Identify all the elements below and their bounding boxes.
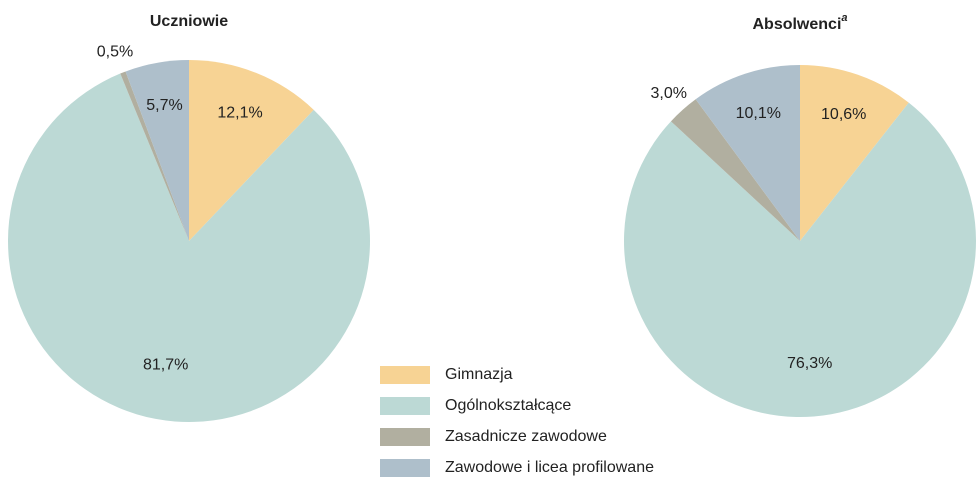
data-label: 81,7%	[143, 357, 188, 374]
legend-swatch	[380, 428, 430, 446]
legend-label: Zasadnicze zawodowe	[445, 428, 607, 445]
data-label: 10,6%	[821, 106, 866, 123]
data-label: 10,1%	[736, 105, 781, 122]
legend-label: Ogólnokształcące	[445, 397, 571, 414]
legend-swatch	[380, 366, 430, 384]
legend-label: Gimnazja	[445, 366, 513, 383]
pie-slice	[670, 99, 800, 242]
title-note: a	[841, 12, 847, 24]
pie-slice	[624, 102, 976, 418]
pie-slice	[8, 73, 371, 422]
chart-title-text: Uczniowie	[150, 13, 228, 30]
pie-slice	[695, 65, 800, 241]
legend-swatch	[380, 459, 430, 477]
pie-slice	[189, 60, 314, 241]
chart-title: Absolwencia	[752, 12, 847, 33]
pie-slice	[800, 65, 909, 241]
data-label: 12,1%	[217, 104, 262, 121]
chart-title-text: Absolwenci	[752, 16, 841, 33]
pie-slice	[120, 71, 189, 242]
data-label: 5,7%	[146, 97, 182, 114]
data-label: 76,3%	[787, 355, 832, 372]
chart-title: Uczniowie	[150, 13, 228, 30]
legend-swatch	[380, 397, 430, 415]
legend-label: Zawodowe i licea profilowane	[445, 459, 654, 476]
data-label: 3,0%	[650, 85, 686, 102]
pie-slice	[125, 60, 189, 241]
data-label: 0,5%	[97, 44, 133, 61]
